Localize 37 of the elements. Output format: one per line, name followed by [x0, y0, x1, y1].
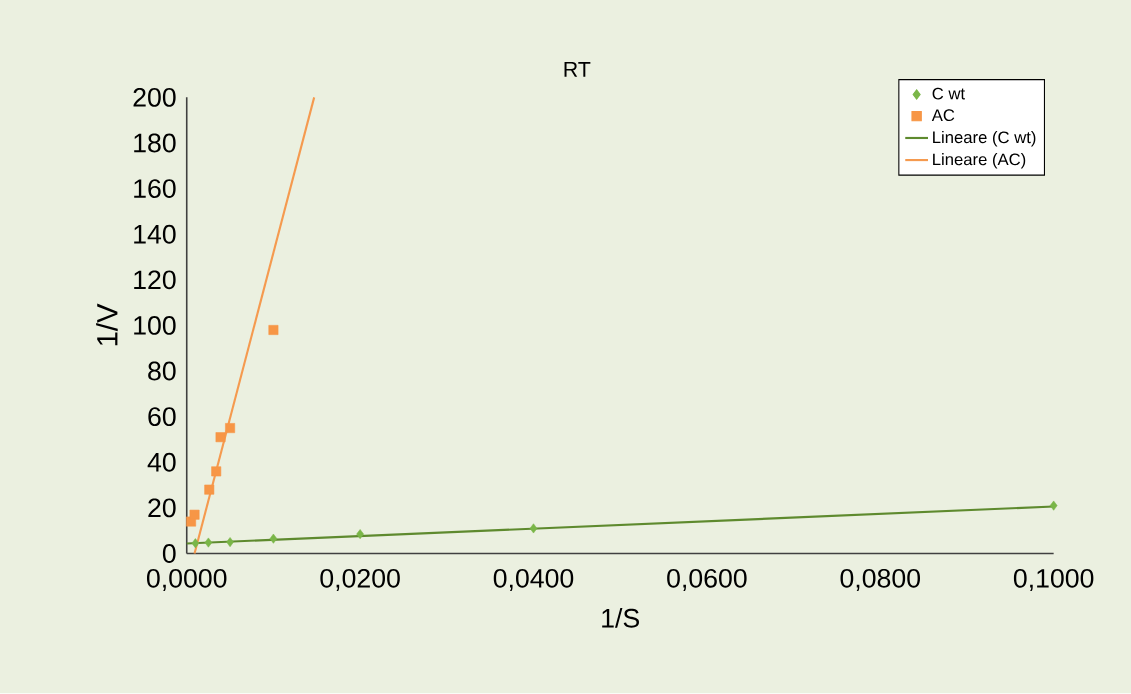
y-tick-label: 20 — [148, 498, 176, 518]
point — [191, 538, 200, 549]
y-tick-label: 0 — [162, 544, 176, 564]
chart-title: RT — [564, 62, 591, 77]
point — [226, 537, 234, 548]
x-axis-title: 1/S — [602, 608, 639, 628]
point — [189, 510, 200, 520]
y-tick-label: 60 — [148, 407, 176, 427]
point — [204, 484, 215, 495]
y-tick-label: 160 — [134, 179, 176, 199]
y-tick-label: 140 — [134, 225, 176, 244]
y-axis-title: 1/V — [96, 303, 118, 346]
x-tick-label: 0,0600 — [667, 569, 747, 592]
legend-label: AC — [931, 109, 955, 122]
x-tick-label: 0,0200 — [320, 569, 400, 592]
x-tick-label: 0,1000 — [1013, 569, 1094, 592]
x-tick-label: 0,0400 — [493, 569, 574, 592]
y-tick-label: 40 — [147, 453, 176, 472]
point — [211, 466, 222, 477]
x-tick-label: 0,0000 — [146, 569, 227, 592]
point — [268, 325, 279, 336]
y-tick-label: 180 — [134, 133, 176, 153]
y-tick-label: 200 — [133, 88, 176, 108]
point — [204, 537, 213, 548]
y-tick-label: 120 — [134, 270, 176, 290]
point — [1049, 500, 1058, 511]
point — [225, 423, 236, 434]
point — [356, 529, 364, 540]
y-tick-label: 100 — [134, 316, 176, 336]
legend-label: Lineare (AC) — [933, 153, 1026, 169]
y-tick-label: 80 — [148, 361, 176, 381]
legend-label: C wt — [932, 87, 965, 100]
point — [215, 432, 226, 443]
x-tick-label: 0,0800 — [840, 569, 920, 592]
legend-label: Lineare (C wt) — [933, 131, 1036, 147]
point — [269, 533, 278, 544]
point — [529, 523, 538, 534]
